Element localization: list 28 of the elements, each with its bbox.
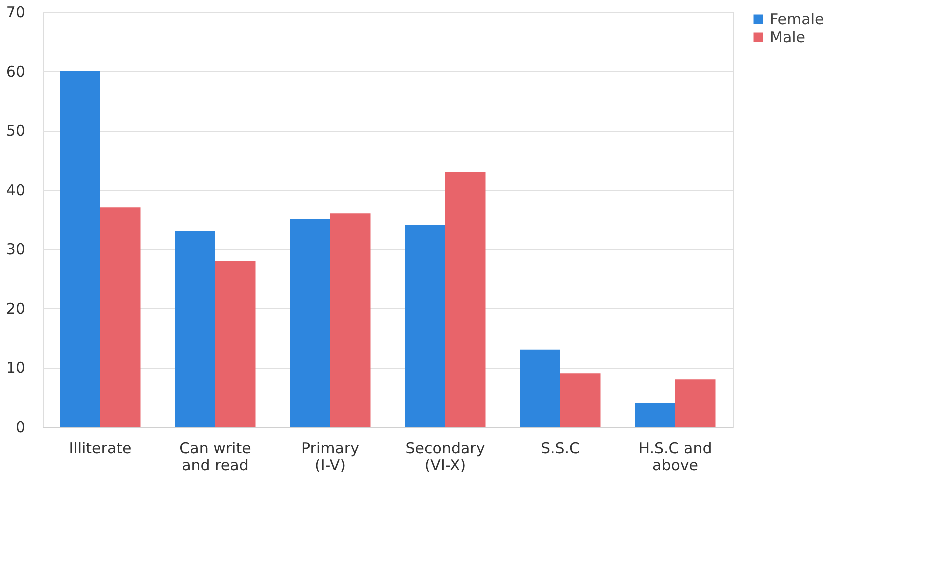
bar — [290, 220, 330, 427]
bar — [100, 208, 141, 427]
bar — [216, 261, 256, 427]
bar — [676, 380, 716, 427]
legend-label: Male — [770, 28, 806, 46]
y-tick-label: 20 — [6, 300, 26, 318]
bar — [60, 71, 100, 427]
y-tick-label: 30 — [6, 240, 26, 259]
y-tick-label: 0 — [16, 418, 26, 436]
y-tick-label: 70 — [6, 4, 26, 22]
bar — [635, 403, 676, 427]
x-tick-label: Primary (I-V) — [302, 440, 360, 474]
x-tick-label: H.S.C and above — [638, 440, 712, 474]
x-tick-label: Illiterate — [69, 440, 132, 458]
x-tick-label: Can write and read — [180, 440, 252, 474]
y-tick-label: 50 — [6, 122, 26, 140]
y-tick-label: 40 — [6, 181, 26, 200]
x-tick-label: Secondary (VI-X) — [406, 440, 486, 474]
bar — [175, 231, 216, 427]
y-tick-label: 10 — [6, 359, 26, 378]
bar — [330, 214, 371, 427]
bar — [520, 350, 560, 427]
y-tick-label: 60 — [6, 62, 26, 81]
x-tick-label: S.S.C — [540, 440, 580, 458]
legend-label: Female — [770, 10, 824, 28]
bar — [405, 225, 446, 427]
bar — [560, 374, 601, 427]
bar — [446, 172, 486, 427]
